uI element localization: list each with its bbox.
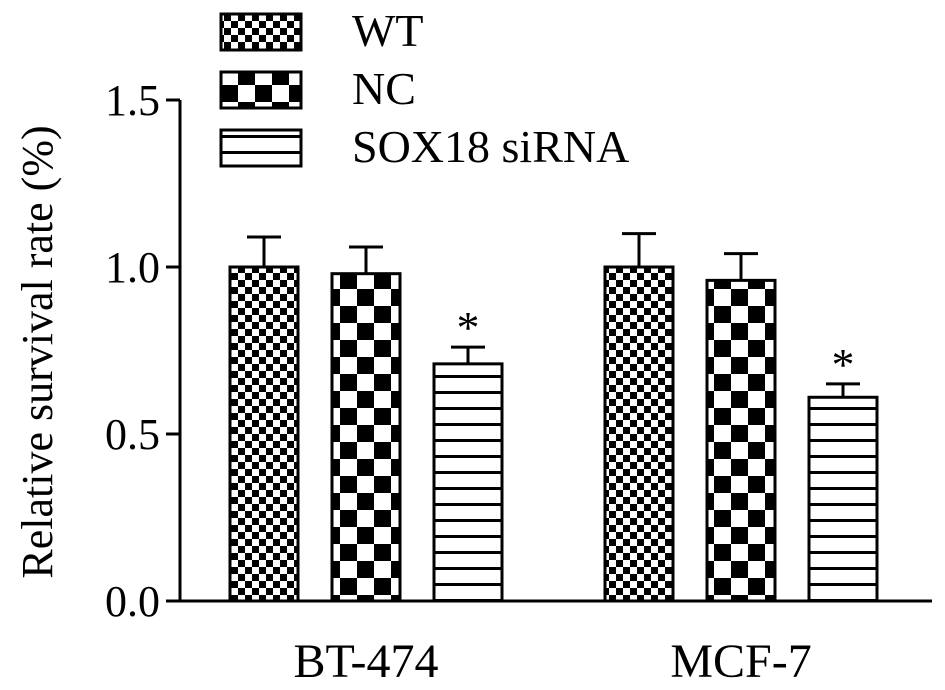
bar: [807, 395, 879, 603]
significance-marker: *: [832, 339, 855, 390]
legend-label: SOX18 siRNA: [352, 121, 629, 172]
y-tick-label: 0.5: [105, 410, 160, 459]
x-tick-label: BT-474: [294, 635, 439, 688]
bar: [432, 362, 504, 603]
bars: **: [228, 232, 879, 603]
bar: [228, 265, 300, 603]
y-tick-label: 1.5: [105, 76, 160, 125]
bar: [330, 272, 402, 603]
legend-swatch: [219, 12, 303, 52]
significance-marker: *: [457, 302, 480, 353]
legend-swatch: [219, 128, 303, 168]
y-tick-label: 0.0: [105, 577, 160, 626]
bar: [603, 265, 675, 603]
y-axis-label: Relative survival rate (%): [13, 125, 62, 578]
legend-swatch: [219, 70, 303, 110]
legend-label: NC: [352, 63, 416, 114]
x-tick-label: MCF-7: [670, 635, 811, 688]
axes: 0.0 0.5 1.0 1.5 BT-474 MCF-7: [105, 76, 932, 688]
y-tick-label: 1.0: [105, 243, 160, 292]
legend-label: WT: [352, 5, 424, 56]
bar: [705, 278, 777, 603]
legend: WT NC SOX18 siRNA: [219, 5, 629, 172]
